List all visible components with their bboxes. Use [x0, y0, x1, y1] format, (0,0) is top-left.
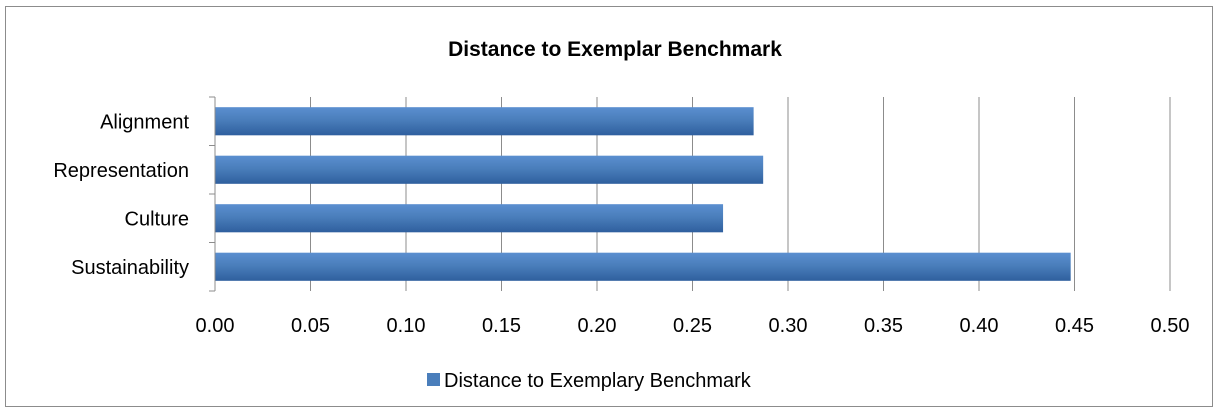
x-tick-label: 0.25: [673, 315, 712, 337]
x-tick-label: 0.00: [196, 315, 235, 337]
x-tick-label: 0.05: [291, 315, 330, 337]
x-tick-label: 0.30: [769, 315, 808, 337]
bars: [215, 107, 1071, 281]
category-labels: Alignment Representation Culture Sustainabi…: [53, 111, 189, 279]
x-tick-label: 0.10: [387, 315, 426, 337]
x-tick-label: 0.45: [1055, 315, 1094, 337]
x-tick-label: 0.15: [482, 315, 521, 337]
legend: Distance to Exemplary Benchmark: [427, 370, 752, 392]
x-tick-labels: 0.00 0.05 0.10 0.15 0.20 0.25 0.30 0.35 0.40 0.45…: [196, 315, 1190, 337]
x-tick-label: 0.35: [864, 315, 903, 337]
axes: [209, 96, 216, 292]
category-label: Culture: [125, 208, 189, 230]
bar-alignment: [215, 107, 754, 136]
chart-title: Distance to Exemplar Benchmark: [448, 38, 782, 61]
x-tick-label: 0.20: [578, 315, 617, 337]
bar-sustainability: [215, 252, 1071, 281]
category-label: Sustainability: [71, 257, 189, 279]
x-tick-label: 0.40: [960, 315, 999, 337]
legend-swatch: [427, 373, 440, 386]
legend-label: Distance to Exemplary Benchmark: [444, 370, 752, 392]
bar-representation: [215, 155, 764, 184]
bar-culture: [215, 204, 724, 233]
category-label: Alignment: [100, 111, 189, 133]
category-label: Representation: [53, 160, 189, 182]
x-tick-label: 0.50: [1151, 315, 1190, 337]
